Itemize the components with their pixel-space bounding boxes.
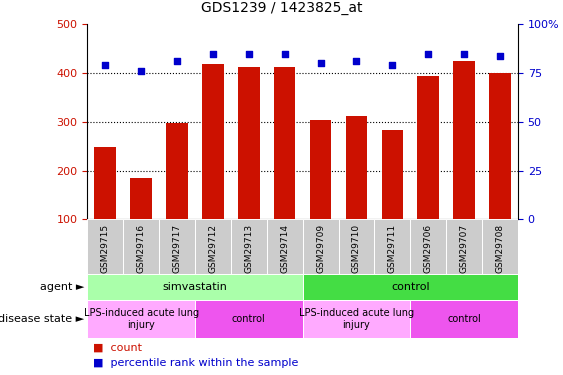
Bar [95, 147, 116, 219]
Text: GSM29707: GSM29707 [459, 224, 468, 273]
Text: disease state ►: disease state ► [0, 314, 84, 324]
Point [459, 51, 468, 57]
Bar [202, 64, 224, 219]
Text: GDS1239 / 1423825_at: GDS1239 / 1423825_at [201, 1, 362, 15]
Text: GSM29713: GSM29713 [244, 224, 253, 273]
Bar [87, 274, 303, 300]
Point [280, 51, 289, 57]
Text: GSM29709: GSM29709 [316, 224, 325, 273]
Text: ■  percentile rank within the sample: ■ percentile rank within the sample [93, 358, 298, 368]
Bar [310, 120, 331, 219]
Bar [274, 67, 296, 219]
Bar [482, 219, 518, 274]
Text: GSM29714: GSM29714 [280, 224, 289, 273]
Bar [446, 219, 482, 274]
Bar [130, 178, 152, 219]
Bar [195, 300, 303, 338]
Text: control: control [447, 314, 481, 324]
Text: GSM29716: GSM29716 [137, 224, 146, 273]
Text: GSM29711: GSM29711 [388, 224, 397, 273]
Bar [410, 300, 518, 338]
Bar [303, 274, 518, 300]
Bar [418, 76, 439, 219]
Point [316, 60, 325, 66]
Text: GSM29715: GSM29715 [101, 224, 110, 273]
Bar [231, 219, 267, 274]
Bar [87, 300, 195, 338]
Bar [346, 116, 367, 219]
Point [208, 51, 217, 57]
Bar [267, 219, 303, 274]
Text: GSM29708: GSM29708 [495, 224, 504, 273]
Text: control: control [391, 282, 430, 292]
Point [495, 53, 504, 58]
Point [101, 62, 110, 68]
Bar [489, 73, 511, 219]
Bar [303, 219, 338, 274]
Text: agent ►: agent ► [40, 282, 84, 292]
Bar [238, 67, 260, 219]
Text: ■  count: ■ count [93, 342, 142, 352]
Text: GSM29717: GSM29717 [172, 224, 181, 273]
Bar [159, 219, 195, 274]
Point [244, 51, 253, 57]
Bar [382, 130, 403, 219]
Text: LPS-induced acute lung
injury: LPS-induced acute lung injury [83, 308, 199, 330]
Bar [410, 219, 446, 274]
Bar [166, 123, 188, 219]
Text: GSM29712: GSM29712 [208, 224, 217, 273]
Point [137, 68, 146, 74]
Bar [303, 300, 410, 338]
Point [388, 62, 397, 68]
Text: simvastatin: simvastatin [163, 282, 227, 292]
Text: GSM29710: GSM29710 [352, 224, 361, 273]
Bar [338, 219, 374, 274]
Point [424, 51, 433, 57]
Point [172, 58, 181, 64]
Text: control: control [232, 314, 266, 324]
Point [352, 58, 361, 64]
Text: GSM29706: GSM29706 [424, 224, 433, 273]
Bar [453, 62, 475, 219]
Bar [374, 219, 410, 274]
Text: LPS-induced acute lung
injury: LPS-induced acute lung injury [299, 308, 414, 330]
Bar [87, 219, 123, 274]
Bar [195, 219, 231, 274]
Bar [123, 219, 159, 274]
